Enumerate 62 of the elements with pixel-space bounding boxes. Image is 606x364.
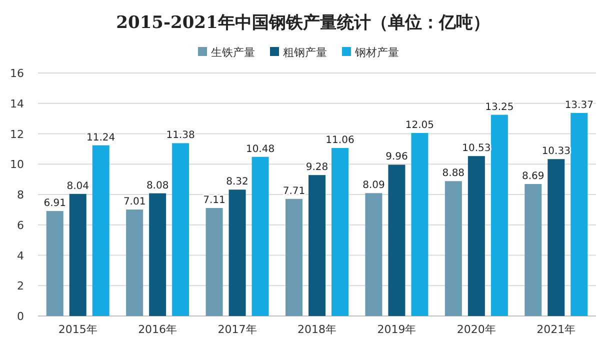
y-tick-label: 6 [17, 218, 24, 232]
data-label: 10.53 [462, 143, 491, 154]
data-label: 7.11 [203, 195, 226, 206]
data-label: 11.24 [86, 132, 116, 144]
y-tick-label: 16 [10, 67, 24, 80]
x-tick-label: 2015年 [58, 323, 98, 336]
bar [411, 132, 428, 316]
bar [286, 198, 302, 316]
data-label: 7.71 [282, 186, 306, 197]
data-label: 8.09 [362, 180, 385, 192]
bar [308, 175, 326, 316]
bar [69, 194, 86, 316]
legend-label: 粗钢产量 [283, 46, 327, 59]
x-tick-label: 2017年 [218, 323, 257, 336]
x-tick-label: 2019年 [377, 323, 416, 336]
data-label: 6.91 [44, 198, 66, 210]
data-label: 8.88 [442, 168, 465, 180]
bar [548, 159, 565, 316]
legend-label: 钢材产量 [354, 46, 399, 59]
x-tick-label: 2018年 [298, 323, 336, 336]
x-tick-label: 2021年 [536, 323, 576, 336]
x-tick-label: 2016年 [138, 323, 178, 336]
data-label: 13.25 [485, 102, 514, 113]
data-label: 8.04 [66, 180, 89, 192]
bar [228, 190, 246, 316]
chart-title: 2015-2021年中国钢铁产量统计（单位：亿吨） [116, 13, 490, 33]
data-label: 12.05 [405, 120, 434, 131]
y-tick-label: 2 [17, 280, 24, 293]
bar [444, 181, 462, 316]
data-label: 10.33 [542, 146, 570, 158]
y-tick-label: 0 [17, 310, 24, 323]
y-tick-label: 8 [17, 188, 24, 202]
data-label: 11.06 [326, 135, 354, 146]
data-label: 8.69 [522, 171, 544, 182]
bar [172, 143, 190, 316]
bar [570, 112, 588, 316]
bar [388, 164, 406, 316]
data-label: 10.48 [246, 144, 275, 155]
y-tick-label: 10 [10, 158, 24, 172]
y-tick-label: 14 [10, 97, 24, 110]
data-label: 11.38 [166, 130, 195, 142]
bar [206, 208, 223, 316]
bar [92, 145, 110, 316]
data-label: 9.96 [386, 152, 408, 163]
y-tick-label: 12 [10, 128, 24, 141]
bar [332, 148, 348, 316]
bar [468, 156, 485, 316]
bar [126, 210, 144, 316]
data-label: 13.37 [564, 100, 594, 111]
data-label: 8.08 [146, 180, 169, 192]
legend-label: 生铁产量 [211, 46, 255, 59]
bar [149, 193, 166, 316]
data-label: 8.32 [226, 176, 248, 188]
data-label: 7.01 [123, 196, 146, 208]
x-tick-label: 2020年 [456, 323, 496, 336]
bar [524, 184, 542, 316]
bar [252, 156, 269, 316]
bar [46, 211, 64, 316]
data-label: 9.28 [306, 162, 328, 174]
bar [365, 193, 382, 316]
bar [490, 114, 508, 316]
y-tick-label: 4 [17, 249, 24, 262]
